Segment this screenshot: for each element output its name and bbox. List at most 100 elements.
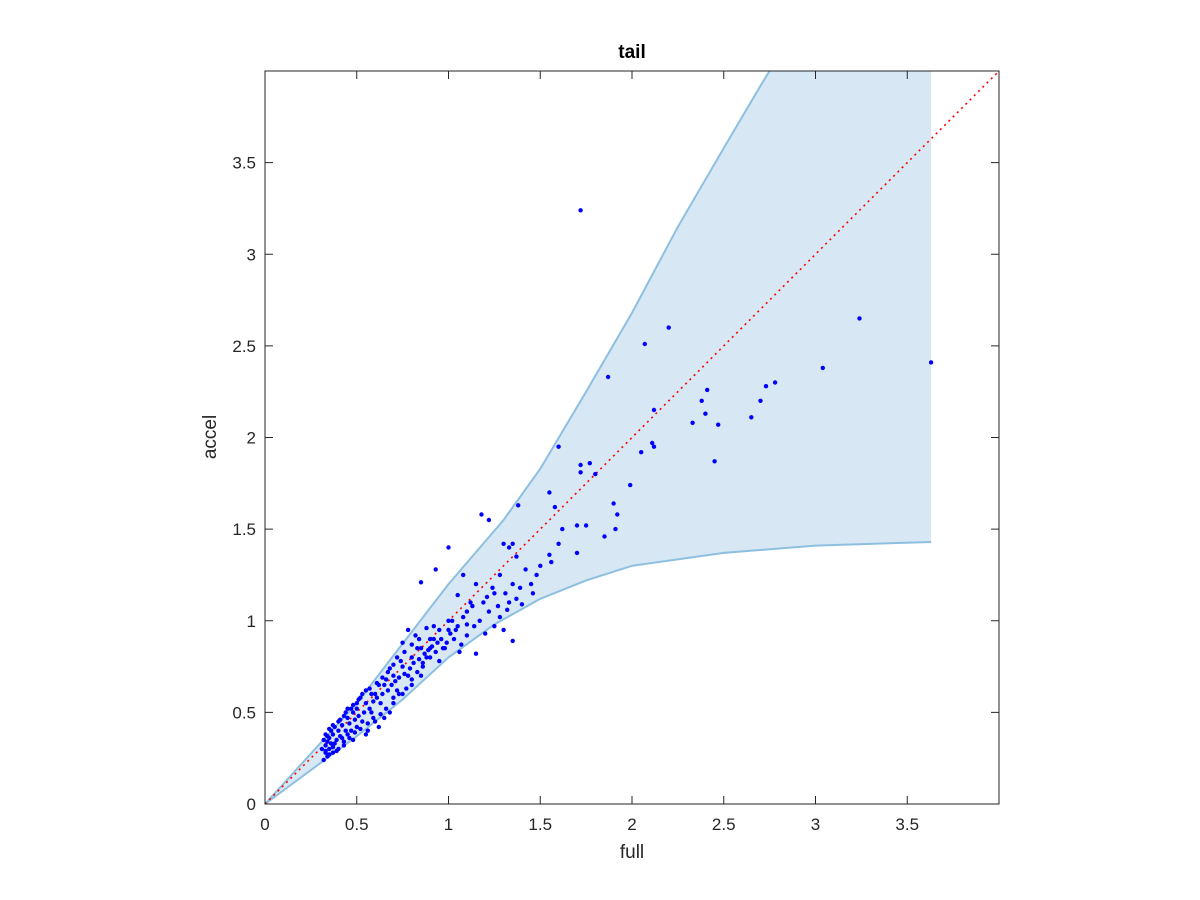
data-point xyxy=(350,737,356,743)
data-point xyxy=(437,627,442,633)
data-point xyxy=(415,669,420,675)
data-point xyxy=(396,675,402,680)
data-point xyxy=(431,624,436,629)
reference-line-layer xyxy=(264,70,1000,805)
data-point xyxy=(516,503,521,508)
data-point xyxy=(506,600,512,605)
x-tick-label: 3 xyxy=(811,815,820,834)
data-point xyxy=(411,660,416,666)
data-point xyxy=(354,706,359,711)
data-point xyxy=(611,501,616,506)
data-point xyxy=(444,640,449,645)
data-point xyxy=(382,715,387,721)
data-point xyxy=(534,572,539,578)
data-point xyxy=(552,504,558,510)
data-point xyxy=(429,644,435,649)
data-point xyxy=(468,600,473,605)
data-point xyxy=(372,719,378,724)
data-point xyxy=(473,651,479,656)
data-point xyxy=(405,673,411,678)
data-point xyxy=(380,675,385,680)
data-point xyxy=(382,682,387,688)
data-point xyxy=(505,607,510,612)
data-point xyxy=(503,591,508,596)
data-point xyxy=(440,646,446,651)
data-point xyxy=(486,609,492,614)
data-point xyxy=(484,594,490,600)
y-tick-label: 0.5 xyxy=(232,703,256,722)
data-point xyxy=(330,745,336,750)
data-point xyxy=(371,715,376,721)
data-point xyxy=(772,380,778,385)
chart-title: tail xyxy=(618,42,645,63)
tick-labels: 0 0.5 1 1.5 2 2.5 3 3.5 0 0.5 1 1.5 2 2.5 3 3.5 xyxy=(232,154,919,834)
data-point xyxy=(514,596,519,601)
data-point xyxy=(400,640,405,645)
data-point xyxy=(363,732,369,737)
band-upper-edge xyxy=(264,70,771,805)
data-point xyxy=(369,691,374,697)
data-point xyxy=(477,618,482,623)
data-point xyxy=(402,649,407,655)
data-point xyxy=(363,688,369,693)
data-point xyxy=(347,721,352,726)
axes-layer xyxy=(264,70,1000,805)
data-point xyxy=(464,633,470,638)
data-point xyxy=(486,517,492,523)
data-point xyxy=(356,697,361,702)
data-point xyxy=(703,411,708,416)
data-point xyxy=(517,585,523,590)
data-point xyxy=(325,739,330,744)
data-point xyxy=(613,526,618,532)
data-point xyxy=(350,710,356,715)
data-point xyxy=(510,638,515,644)
y-tick-label: 1.5 xyxy=(232,520,256,539)
x-tick-label: 2 xyxy=(627,815,636,834)
data-point xyxy=(327,746,332,752)
data-point xyxy=(349,706,354,711)
data-point xyxy=(345,732,350,737)
data-point xyxy=(479,512,484,517)
data-point xyxy=(446,627,451,633)
data-point xyxy=(343,728,348,733)
data-point xyxy=(404,686,409,691)
data-point xyxy=(470,603,475,609)
data-point xyxy=(424,625,429,631)
data-point xyxy=(391,673,396,678)
data-point xyxy=(431,636,436,642)
data-point xyxy=(378,712,383,717)
data-point xyxy=(433,649,438,655)
data-point xyxy=(323,748,328,754)
data-point xyxy=(758,398,763,403)
confidence-band xyxy=(265,71,932,804)
data-point xyxy=(376,724,381,730)
y-tick-label: 0 xyxy=(247,795,256,814)
data-point xyxy=(409,655,414,660)
band-layer xyxy=(264,70,932,805)
data-point xyxy=(483,631,488,636)
data-point xyxy=(448,631,453,636)
data-point xyxy=(356,713,361,719)
data-point xyxy=(556,541,561,546)
data-point xyxy=(427,636,433,642)
data-point xyxy=(587,461,592,466)
data-point xyxy=(374,680,380,686)
data-point xyxy=(928,360,934,365)
data-point xyxy=(321,757,326,763)
data-point xyxy=(343,710,348,715)
data-point xyxy=(415,646,420,651)
reference-line xyxy=(264,70,1000,805)
data-point xyxy=(495,603,501,609)
data-point xyxy=(451,636,457,642)
y-tick-label: 2 xyxy=(247,429,256,448)
data-point xyxy=(450,618,455,623)
data-point xyxy=(578,208,583,213)
data-point xyxy=(650,440,655,446)
data-point xyxy=(749,415,754,420)
data-point xyxy=(358,726,363,732)
x-tick-label: 3.5 xyxy=(895,815,919,834)
data-point xyxy=(389,682,394,688)
data-point xyxy=(492,624,497,629)
x-tick-label: 0.5 xyxy=(345,815,369,834)
data-point xyxy=(416,636,422,642)
